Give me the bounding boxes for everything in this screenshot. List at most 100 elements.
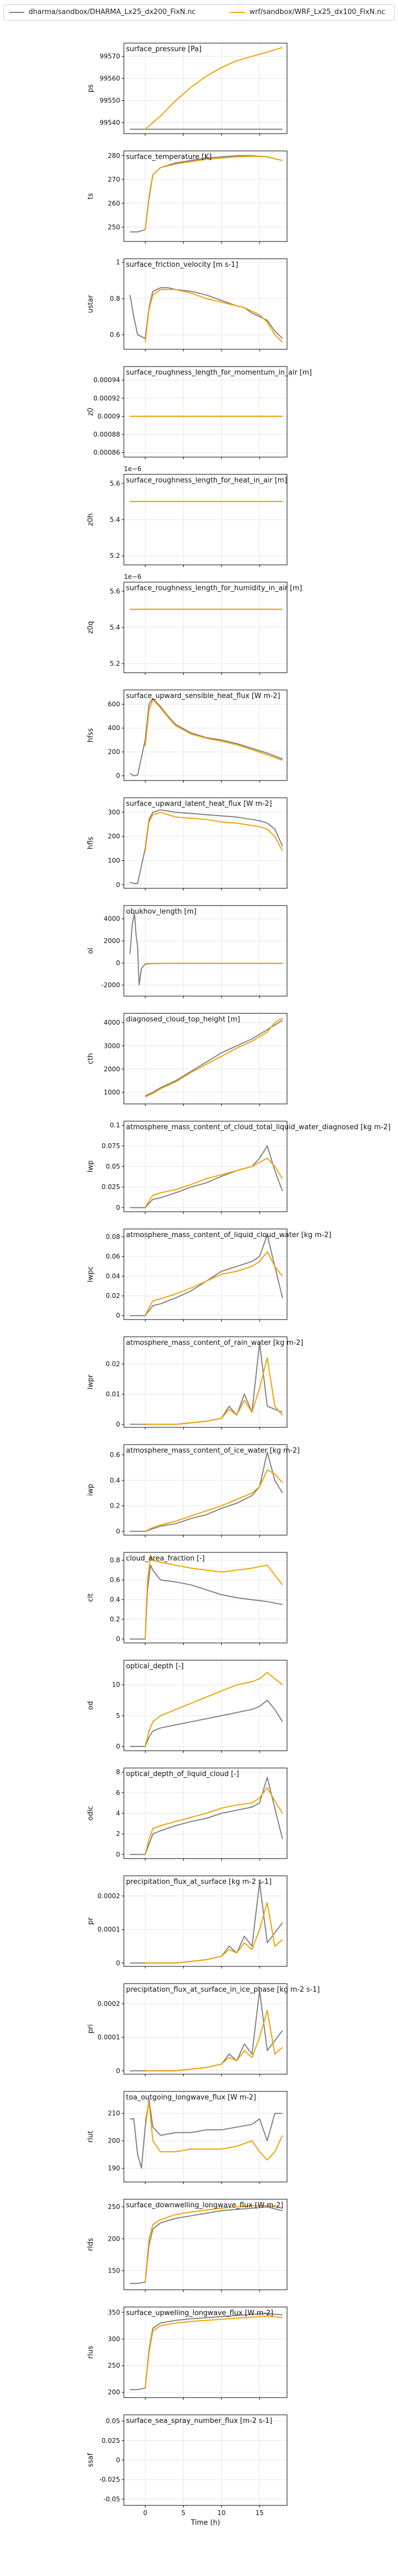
- y-tick-label: 5.6: [110, 480, 120, 487]
- y-tick-label: 0: [116, 1312, 120, 1320]
- panel-title: surface_downwelling_longwave_flux [W m-2…: [126, 2201, 283, 2209]
- chart-panel-10: 1000 2000 3000 4000 diagnosed_cloud_top_heig…: [87, 1013, 288, 1106]
- panel-title: diagnosed_cloud_top_height [m]: [126, 1016, 240, 1024]
- chart-panel-15: 0 0.2 0.4 0.6 0.8 cloud_area_fraction [-] clt: [87, 1552, 288, 1645]
- y-tick-label: 0: [116, 1528, 120, 1535]
- y-tick-label: 0.8: [110, 1557, 120, 1564]
- series-line-wrf: [144, 155, 283, 230]
- panel-title: toa_outgoing_longwave_flux [W m-2]: [126, 2094, 256, 2102]
- series-line-wrf: [144, 47, 283, 130]
- y-scale-note: 1e−6: [124, 465, 142, 473]
- y-tick-label: 0.06: [106, 1253, 120, 1260]
- y-tick-label: 0.05: [106, 2418, 120, 2425]
- legend-swatch-dharma: [9, 11, 24, 13]
- y-tick-label: 2000: [103, 1065, 120, 1073]
- y-axis-label: clt: [87, 1593, 95, 1602]
- chart-panel-3: 0.6 0.8 1 surface_friction_velocity [m s-1]…: [87, 258, 288, 351]
- y-axis-label: pr: [87, 1917, 95, 1925]
- chart-panel-12: 0 0.02 0.04 0.06 0.08 atmosphere_mass_content…: [87, 1228, 331, 1322]
- y-axis-label: cth: [87, 1053, 95, 1064]
- chart-panel-8: 0 100 200 300 surface_upward_latent_heat_flu…: [87, 797, 288, 890]
- y-tick-label: 99560: [100, 75, 120, 82]
- y-tick-label: 0.02: [106, 1292, 120, 1300]
- y-tick-label: 0: [116, 1420, 120, 1428]
- y-tick-label: 0.0002: [97, 2000, 120, 2007]
- y-tick-label: 0.00088: [93, 431, 120, 438]
- chart-panel-13: 0 0.01 0.02 atmosphere_mass_content_of_rain…: [87, 1336, 303, 1429]
- y-tick-label: 1000: [103, 1088, 120, 1096]
- plot-frame: [123, 43, 288, 134]
- y-tick-label: 400: [108, 724, 120, 732]
- y-tick-label: 0.0001: [97, 2034, 120, 2041]
- series-line-wrf: [144, 289, 283, 343]
- y-tick-label: 270: [108, 176, 120, 183]
- y-tick-label: 5.4: [110, 516, 120, 523]
- y-tick-label: 200: [108, 2388, 120, 2396]
- panel-title: surface_roughness_length_for_heat_in_air…: [126, 476, 287, 485]
- legend-label-wrf: wrf/sandbox/WRF_Lx25_dx100_FixN.nc: [249, 8, 386, 16]
- y-tick-label: 0.00094: [93, 376, 120, 384]
- series-line-wrf: [144, 1787, 283, 1855]
- plot-frame: [123, 1983, 288, 2075]
- series-line-wrf: [145, 1902, 283, 1964]
- y-tick-label: 280: [108, 152, 120, 160]
- plot-frame: [123, 1336, 288, 1428]
- x-tick-label: 0: [143, 2509, 148, 2517]
- plot-frame: [123, 1875, 288, 1967]
- plot-frame: [123, 905, 288, 997]
- y-axis-label: lwp: [87, 1161, 95, 1173]
- legend-item-dharma: dharma/sandbox/DHARMA_Lx25_dx200_FixN.nc: [9, 8, 195, 16]
- plot-frame: [123, 1444, 288, 1536]
- y-axis-label: ps: [87, 84, 95, 92]
- panel-title: surface_roughness_length_for_humidity_in…: [126, 584, 302, 592]
- x-axis-label: Time (h): [190, 2519, 220, 2527]
- y-tick-label: 0.0002: [97, 1892, 120, 1900]
- y-tick-label: 0: [116, 1959, 120, 1967]
- y-axis-label: z0: [87, 408, 95, 416]
- y-tick-label: 0.075: [102, 1142, 120, 1150]
- y-tick-label: 0.02: [106, 1360, 120, 1368]
- chart-panel-18: 0 0.0001 0.0002 precipitation_flux_at_surfa…: [87, 1875, 288, 1969]
- series-line-wrf: [145, 1017, 283, 1098]
- y-tick-label: 0.2: [110, 1615, 120, 1623]
- y-tick-label: 0.08: [106, 1233, 120, 1241]
- plot-frame: [123, 2306, 288, 2398]
- y-tick-label: 99540: [100, 119, 120, 127]
- plot-frame: [123, 258, 288, 350]
- y-tick-label: 0.6: [110, 1576, 120, 1584]
- y-tick-label: 0: [116, 881, 120, 888]
- chart-panel-11: 0 0.025 0.05 0.075 0.1 atmosphere_mass_conten…: [87, 1121, 390, 1214]
- series-line-wrf: [144, 2102, 283, 2161]
- panel-title: precipitation_flux_at_surface_in_ice_pha…: [126, 1986, 320, 1994]
- y-axis-label: ustar: [87, 295, 95, 313]
- chart-panel-14: 0 0.2 0.4 0.6 atmosphere_mass_content_of_ice…: [87, 1444, 300, 1537]
- chart-panel-9: -2000 0 2000 4000 obukhov_length [m] ol: [87, 905, 288, 998]
- y-tick-label: 0: [116, 1850, 120, 1858]
- y-tick-label: 4000: [103, 1019, 120, 1026]
- plot-frame: [123, 1552, 288, 1643]
- y-tick-label: 2000: [103, 937, 120, 945]
- series-line-wrf: [144, 1157, 283, 1208]
- y-axis-label: ts: [87, 193, 95, 199]
- y-tick-label: 190: [108, 2165, 120, 2172]
- y-tick-label: 5.4: [110, 624, 120, 631]
- series-line-wrf: [145, 1357, 283, 1425]
- y-tick-label: 210: [108, 2110, 120, 2117]
- y-tick-label: 0: [116, 959, 120, 967]
- y-tick-label: 10: [112, 1681, 120, 1689]
- y-tick-label: 3000: [103, 1042, 120, 1049]
- chart-panel-7: 0 200 400 600 surface_upward_sensible_heat_f…: [87, 689, 288, 783]
- chart-panel-22: 200 250 300 350 surface_upwelling_longwave_f…: [87, 2306, 288, 2400]
- plot-frame: [123, 366, 288, 458]
- y-tick-label: 300: [108, 2335, 120, 2343]
- chart-panel-16: 0 5 10 optical_depth [-] od: [87, 1660, 288, 1753]
- chart-panel-19: 0 0.0001 0.0002 precipitation_flux_at_surfa…: [87, 1983, 320, 2076]
- y-axis-label: iwp: [87, 1484, 95, 1496]
- panel-title: surface_upwelling_longwave_flux [W m-2]: [126, 2309, 273, 2317]
- panel-title: surface_sea_spray_number_flux [m-2 s-1]: [126, 2417, 272, 2425]
- y-tick-label: 300: [108, 809, 120, 816]
- plot-frame: [123, 797, 288, 889]
- panel-title: surface_upward_sensible_heat_flux [W m-2…: [126, 692, 280, 700]
- y-tick-label: 4: [116, 1810, 120, 1817]
